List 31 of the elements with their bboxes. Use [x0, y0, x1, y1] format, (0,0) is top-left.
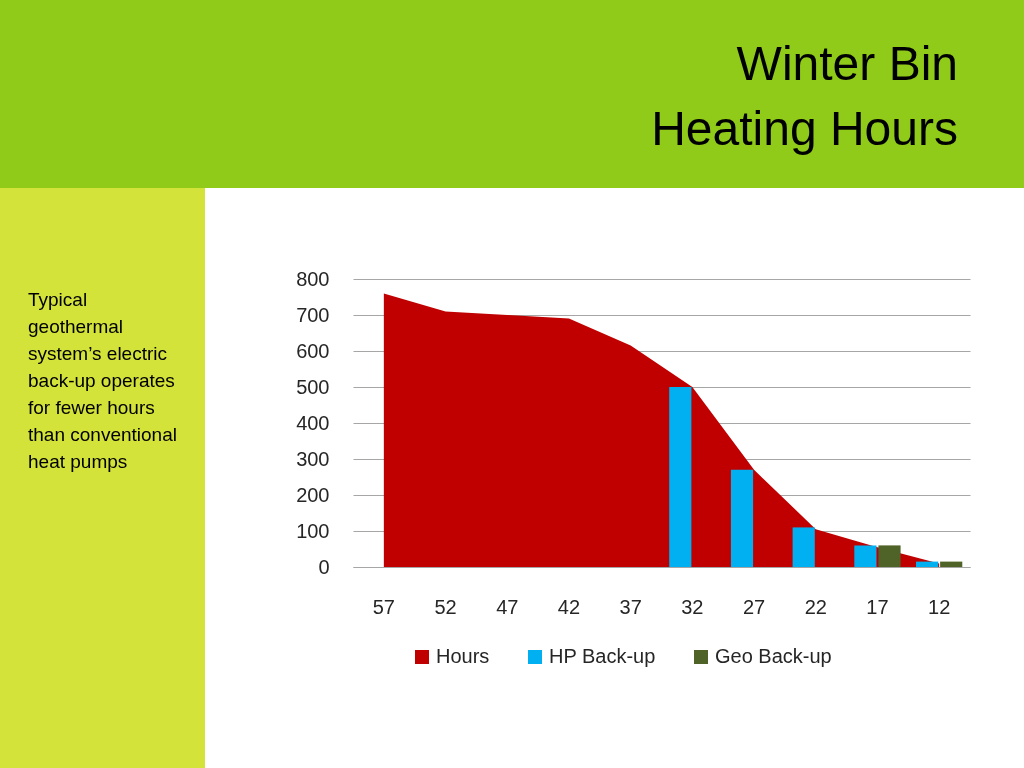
y-tick-label: 600 [296, 339, 330, 362]
y-tick-label: 400 [296, 411, 330, 434]
x-tick-label: 42 [557, 595, 581, 618]
x-tick-label: 47 [496, 595, 519, 618]
y-tick-label: 500 [296, 375, 330, 398]
y-tick-label: 200 [296, 483, 330, 506]
x-tick-label: 27 [742, 595, 766, 618]
bar [940, 561, 963, 567]
x-tick-label: 32 [681, 595, 704, 618]
bar [669, 387, 692, 567]
legend-label: Geo Back-up [715, 645, 832, 667]
x-tick-label: 37 [619, 595, 642, 618]
chart-title: Winter Bin Heating Hours [651, 37, 958, 155]
y-tick-label: 300 [296, 447, 330, 470]
y-tick-label: 800 [296, 267, 330, 290]
legend-label: HP Back-up [549, 645, 656, 667]
y-tick-label: 0 [318, 555, 330, 578]
x-tick-label: 57 [372, 595, 395, 618]
legend-label: Hours [436, 645, 490, 667]
x-tick-label: 12 [928, 595, 951, 618]
text: Typical geothermal system’s electric back-up operates for fewer hours than conventional heat pumps [28, 289, 177, 472]
y-tick-label: 700 [296, 303, 330, 326]
y-tick-label: 100 [296, 519, 330, 542]
x-tick-label: 22 [804, 595, 827, 618]
bar [878, 545, 901, 567]
bar [730, 469, 754, 567]
x-tick-label: 17 [866, 595, 889, 618]
x-tick-label: 52 [434, 595, 457, 618]
bar [916, 561, 939, 567]
bar [792, 527, 815, 567]
bar [854, 545, 877, 567]
